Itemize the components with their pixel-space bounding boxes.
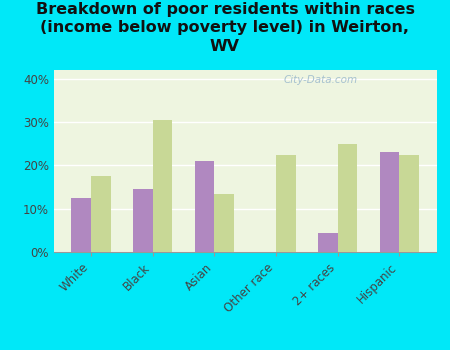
Bar xyxy=(214,194,234,252)
Bar xyxy=(133,189,153,252)
Bar xyxy=(400,154,419,252)
Bar xyxy=(195,161,214,252)
Text: Breakdown of poor residents within races
(income below poverty level) in Weirton: Breakdown of poor residents within races… xyxy=(36,2,414,54)
Bar xyxy=(338,144,357,252)
Bar xyxy=(380,152,400,252)
Bar xyxy=(153,120,172,252)
Bar xyxy=(318,232,338,252)
Bar xyxy=(276,154,296,252)
Bar xyxy=(72,198,91,252)
Text: City-Data.com: City-Data.com xyxy=(284,76,358,85)
Bar xyxy=(91,176,111,252)
